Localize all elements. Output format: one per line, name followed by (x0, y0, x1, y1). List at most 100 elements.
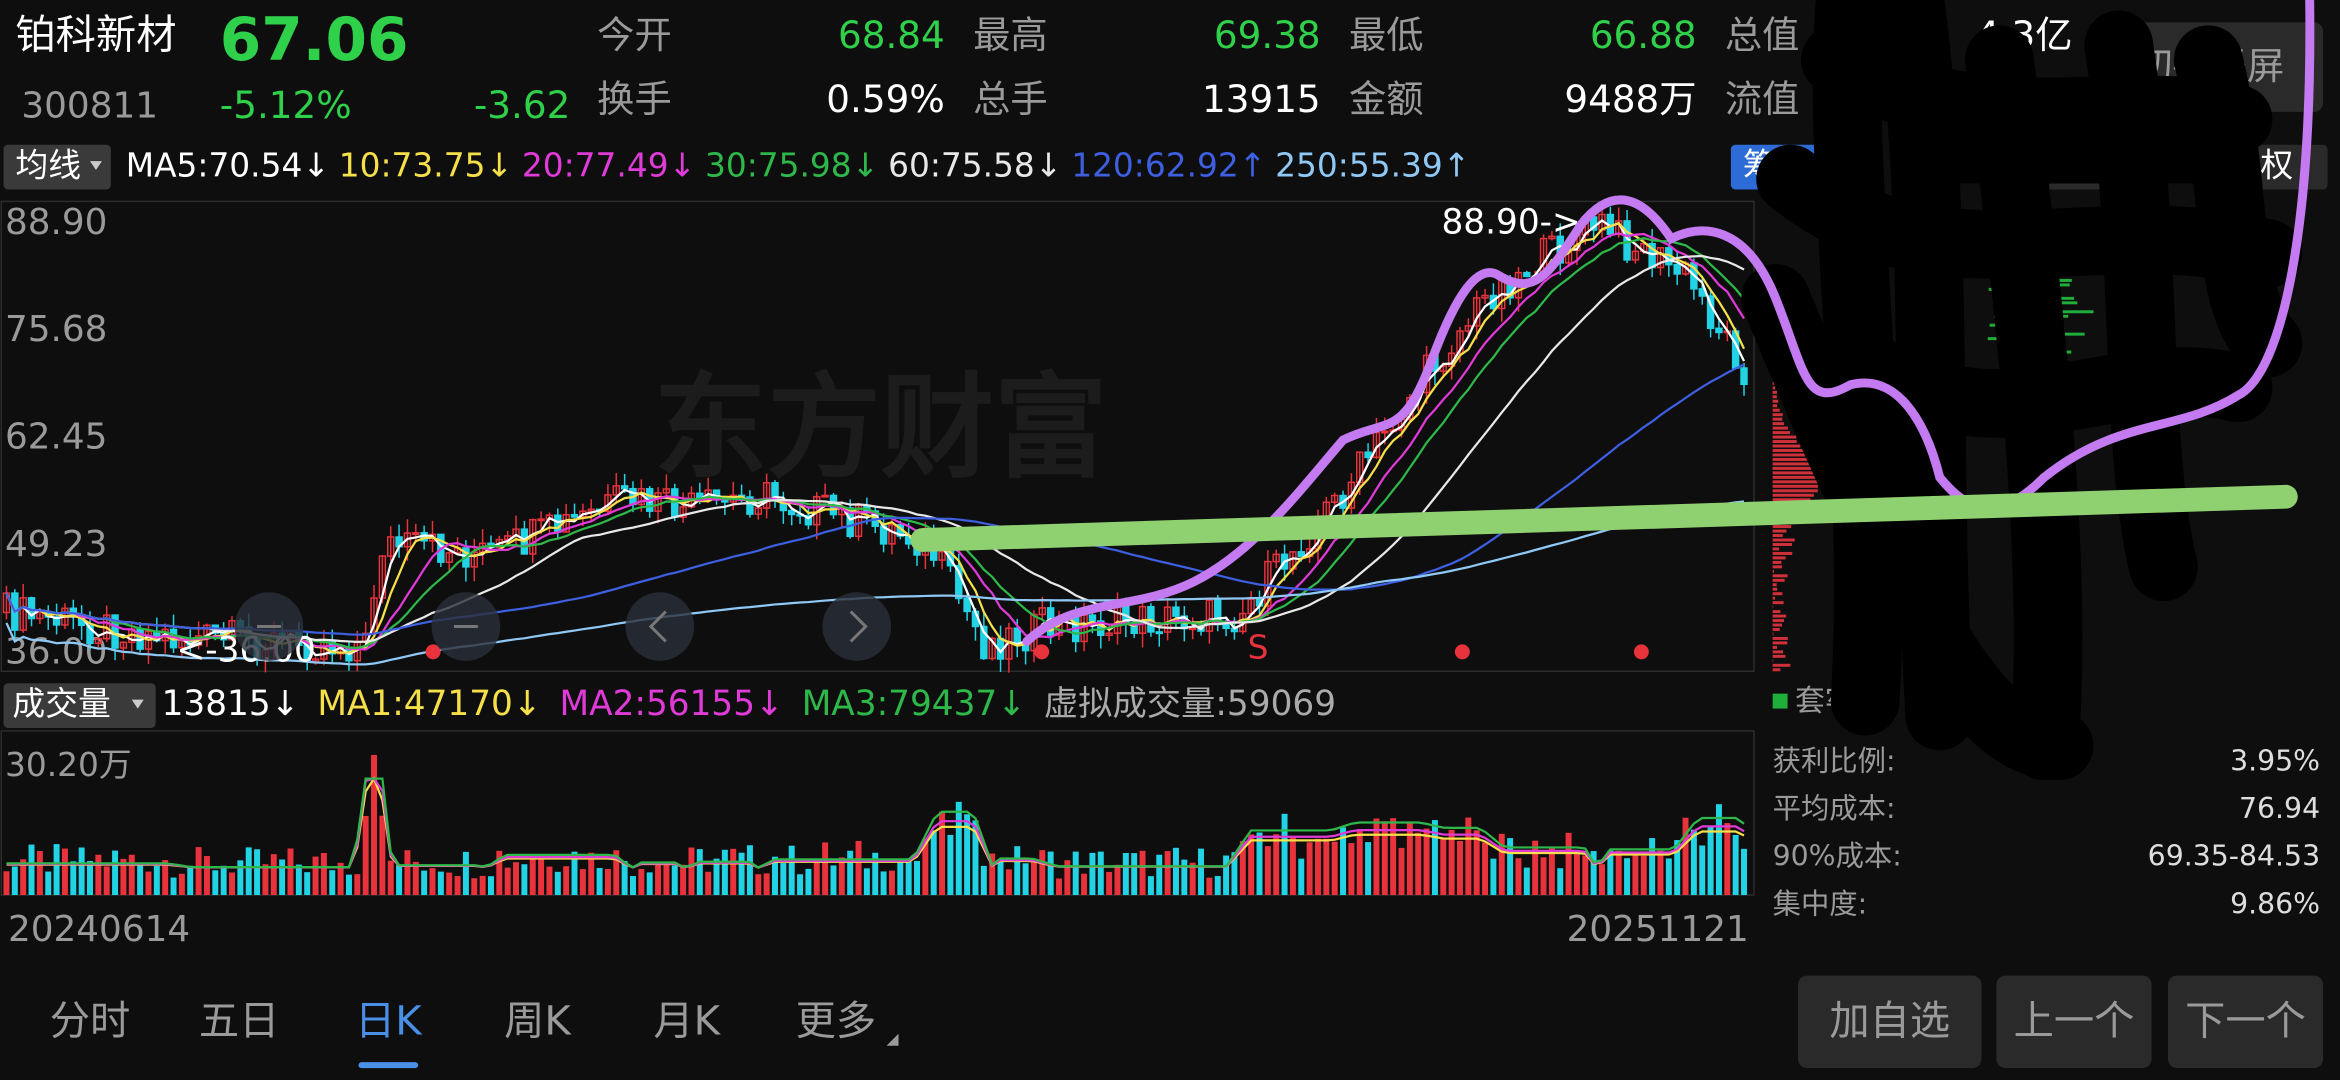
candle-body (1364, 451, 1372, 459)
volume-bar (1231, 852, 1238, 896)
volume-bar (972, 820, 979, 896)
volume-bar (1507, 838, 1514, 896)
volume-bar (721, 849, 728, 896)
volume-bar (1081, 873, 1088, 896)
chip-bar (1772, 614, 1787, 618)
volume-bar (529, 858, 536, 896)
chip-bar (1772, 404, 1778, 408)
chip-bar (1772, 440, 1797, 444)
candle-body (1205, 599, 1214, 632)
candle-body (403, 532, 412, 548)
volume-bar (187, 865, 194, 896)
volume-bar (137, 863, 144, 896)
volume-bar (880, 871, 887, 896)
volume-bar (1097, 851, 1104, 896)
chip-value: 76.94 (2239, 792, 2320, 825)
candle-body (570, 513, 579, 518)
candle-body (662, 488, 671, 494)
volume-bar (270, 854, 277, 896)
volume-bar (1323, 838, 1330, 896)
candle-body (1222, 623, 1230, 630)
volume-bar (989, 853, 996, 896)
volume-bar (746, 845, 753, 896)
nav-button[interactable] (822, 592, 892, 661)
volume-bar (1406, 822, 1413, 896)
volume-bar (78, 847, 85, 896)
volume-bar (320, 853, 327, 896)
chip-bar (1772, 534, 1783, 538)
volume-bar (696, 849, 703, 896)
volume-bar (1047, 851, 1054, 896)
volume-bar (888, 870, 895, 896)
volume-bar (1707, 826, 1714, 896)
end-date: 20251121 (1567, 909, 1749, 950)
volume-value: 13815↓ (162, 684, 300, 724)
candle-body (52, 616, 61, 626)
volume-bar (1624, 858, 1631, 896)
candle-body (1172, 606, 1180, 617)
volume-bar (1239, 841, 1246, 896)
volume-bar (1314, 838, 1321, 896)
volume-selector[interactable] (3, 683, 156, 728)
chip-bar (1772, 650, 1784, 654)
chip-bar (1772, 596, 1776, 600)
volume-bar (53, 844, 60, 896)
volume-bar (922, 838, 929, 896)
volume-bar (955, 801, 962, 896)
volume-bar (738, 852, 745, 896)
stat-value: 9488万 (1564, 77, 1696, 121)
volume-bar (337, 862, 344, 896)
volume-bar (1573, 850, 1580, 896)
action-button[interactable] (1996, 975, 2152, 1069)
chip-value: 9.86% (2230, 887, 2320, 920)
volume-bar (554, 871, 561, 896)
volume-bar (229, 872, 235, 896)
volume-bar (1657, 850, 1664, 896)
volume-bar (1448, 829, 1455, 896)
stock-name: 铂科新材 (15, 12, 176, 58)
chip-bar (1772, 569, 1774, 573)
tab[interactable]: 日K (355, 998, 423, 1044)
chip-bar (1772, 605, 1774, 609)
candle-body (1715, 327, 1723, 334)
signal-dot (1034, 644, 1050, 660)
volume-bar (387, 860, 394, 896)
nav-button[interactable] (625, 592, 695, 661)
tab[interactable]: 分时 (50, 998, 131, 1044)
stat-label: 流值 (1725, 77, 1800, 121)
chip-label: 获利比例: (1773, 744, 1896, 777)
volume-bar (1473, 830, 1480, 896)
action-button[interactable] (2167, 975, 2324, 1069)
volume-bar (87, 861, 93, 896)
volume-bar (103, 866, 110, 896)
chip-label: 平均成本: (1773, 792, 1896, 825)
tab[interactable]: 周K (504, 998, 572, 1044)
candle-body (846, 507, 854, 538)
ma-selector[interactable] (3, 144, 111, 190)
volume-bar (663, 861, 670, 896)
tab[interactable]: 更多 (796, 998, 877, 1044)
volume-bar (371, 754, 378, 896)
volume-bar (1298, 858, 1305, 896)
volume-bar (254, 849, 261, 896)
volume-bar (128, 854, 135, 896)
volume-bar (1164, 851, 1171, 896)
candle-body (554, 514, 562, 533)
candle-body (86, 624, 94, 645)
volume-bar (1632, 854, 1639, 896)
volume-bar (1390, 818, 1397, 896)
tab[interactable]: 月K (653, 998, 721, 1044)
volume-bar (680, 864, 687, 896)
tab[interactable]: 五日 (199, 998, 280, 1044)
volume-bar (1381, 821, 1388, 896)
chip-value: 3.95% (2230, 744, 2320, 777)
volume-bar (496, 850, 503, 896)
candle-body (746, 496, 754, 515)
volume-bar (1457, 840, 1463, 896)
action-button[interactable] (1798, 975, 1982, 1069)
chip-bar (1772, 654, 1786, 658)
chip-bar (1772, 628, 1780, 631)
volume-bar (1223, 855, 1230, 896)
volume-bar (755, 874, 762, 896)
volume-bar (479, 875, 486, 896)
